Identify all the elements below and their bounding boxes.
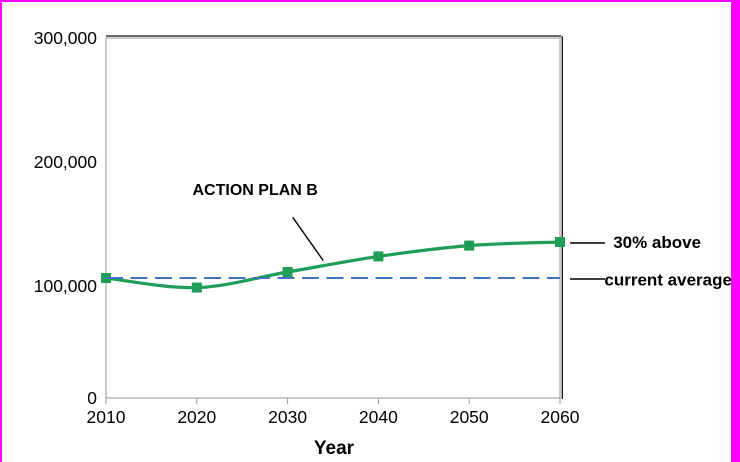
svg-text:2010: 2010 (87, 407, 126, 427)
svg-text:200,000: 200,000 (34, 152, 98, 172)
svg-text:2020: 2020 (177, 407, 216, 427)
svg-text:30% above: 30% above (613, 233, 701, 252)
svg-text:ACTION PLAN B: ACTION PLAN B (193, 182, 318, 199)
svg-text:2060: 2060 (541, 407, 580, 427)
svg-text:Year: Year (314, 438, 355, 459)
svg-text:2040: 2040 (359, 407, 398, 427)
svg-text:current average: current average (604, 271, 731, 290)
svg-text:100,000: 100,000 (34, 276, 98, 296)
svg-text:2030: 2030 (268, 407, 307, 427)
svg-text:2050: 2050 (450, 407, 489, 427)
svg-text:300,000: 300,000 (34, 28, 98, 48)
svg-text:0: 0 (87, 388, 97, 408)
